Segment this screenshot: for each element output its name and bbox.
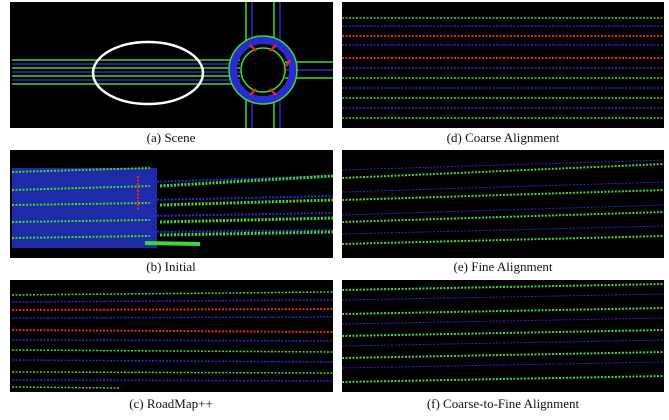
figure-canvas: (a) Scene (b) Initial (c) RoadMap++ (d) … xyxy=(0,0,669,420)
panel-coarse-to-fine xyxy=(342,280,664,392)
panel-initial xyxy=(10,150,333,258)
panel-fine xyxy=(342,150,664,258)
panel-coarse xyxy=(342,2,664,128)
caption: (b) Initial xyxy=(146,259,196,274)
caption: (a) Scene xyxy=(147,130,196,145)
panel-roadmap xyxy=(10,280,333,392)
figure: (a) Scene (b) Initial (c) RoadMap++ (d) … xyxy=(0,0,669,420)
caption: (e) Fine Alignment xyxy=(454,259,553,274)
caption: (d) Coarse Alignment xyxy=(447,130,560,145)
panel-scene xyxy=(10,2,333,128)
caption: (f) Coarse-to-Fine Alignment xyxy=(427,396,580,411)
caption: (c) RoadMap++ xyxy=(129,396,213,411)
